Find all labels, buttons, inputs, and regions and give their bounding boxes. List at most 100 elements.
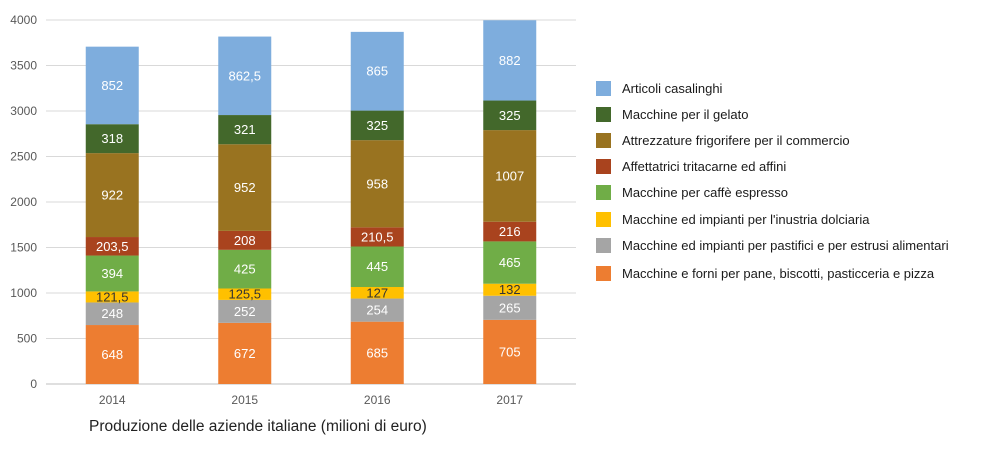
data-label: 465: [499, 255, 521, 270]
data-label: 852: [101, 78, 123, 93]
y-tick-label: 1000: [10, 286, 37, 300]
x-axis: 2014 2015 2016 2017: [99, 393, 524, 407]
bar-segment: [350, 31, 404, 111]
legend-swatch: [596, 212, 611, 227]
data-label: 203,5: [96, 239, 129, 254]
data-label: 208: [234, 233, 256, 248]
legend-item: Macchine per caffè espresso: [596, 185, 788, 200]
legend-label: Articoli casalinghi: [622, 81, 723, 96]
data-label: 394: [101, 266, 123, 281]
data-label: 862,5: [228, 68, 261, 83]
legend-item: Macchine ed impianti per l'inustria dolc…: [596, 212, 870, 227]
bar-segment: [85, 46, 139, 125]
data-label: 325: [499, 108, 521, 123]
y-axis: 0 500 1000 1500 2000 2500 3000 3500 4000: [10, 13, 37, 391]
data-label: 318: [101, 131, 123, 146]
bar-segment: [218, 36, 272, 116]
data-label: 127: [366, 285, 388, 300]
bar-segment: [350, 227, 404, 247]
data-label: 210,5: [361, 229, 394, 244]
y-tick-label: 4000: [10, 13, 37, 27]
bar-segment: [483, 283, 537, 296]
bar-segment: [85, 325, 139, 384]
legend-swatch: [596, 159, 611, 174]
legend-item: Affettatrici tritacarne ed affini: [596, 159, 786, 174]
data-label: 425: [234, 262, 256, 277]
data-label: 125,5: [228, 287, 261, 302]
data-label: 216: [499, 224, 521, 239]
y-tick-label: 3000: [10, 104, 37, 118]
bar-segment: [85, 291, 139, 303]
data-label: 132: [499, 282, 521, 297]
legend-label: Attrezzature frigorifere per il commerci…: [622, 133, 850, 148]
data-label: 325: [366, 118, 388, 133]
x-tick-label: 2017: [496, 393, 523, 407]
bar-segment: [218, 299, 272, 323]
data-label: 882: [499, 53, 521, 68]
legend-label: Macchine per caffè espresso: [622, 185, 788, 200]
bar-segment: [483, 130, 537, 222]
bar-segment: [218, 288, 272, 300]
legend-item: Macchine e forni per pane, biscotti, pas…: [596, 266, 935, 281]
bar-segment: [483, 100, 537, 131]
legend-label: Macchine per il gelato: [622, 107, 748, 122]
bar-segment: [483, 221, 537, 242]
y-tick-label: 0: [30, 377, 37, 391]
bar-segment: [350, 246, 404, 287]
bar-segment: [85, 302, 139, 326]
data-label: 922: [101, 188, 123, 203]
x-tick-label: 2016: [364, 393, 391, 407]
y-tick-label: 2500: [10, 150, 37, 164]
bar-segment: [218, 144, 272, 231]
legend-swatch: [596, 81, 611, 96]
data-label: 672: [234, 346, 256, 361]
data-label: 705: [499, 344, 521, 359]
legend-label: Macchine ed impianti per l'inustria dolc…: [622, 212, 870, 227]
legend-swatch: [596, 185, 611, 200]
bar-segment: [483, 319, 537, 384]
bar-segment: [350, 298, 404, 322]
bars: 648 248 121,5 394 203,5 922 318 852 672 252 125,5 4…: [85, 20, 537, 384]
bar-segment: [218, 249, 272, 289]
data-label: 1007: [495, 168, 524, 183]
bar-segment: [218, 230, 272, 250]
bar-segment: [350, 110, 404, 141]
legend-item: Attrezzature frigorifere per il commerci…: [596, 133, 850, 148]
x-tick-label: 2015: [231, 393, 258, 407]
data-label: 252: [234, 304, 256, 319]
legend-swatch: [596, 266, 611, 281]
data-label: 952: [234, 180, 256, 195]
y-tick-label: 500: [17, 332, 37, 346]
legend-label: Affettatrici tritacarne ed affini: [622, 159, 786, 174]
y-tick-label: 2000: [10, 195, 37, 209]
legend-swatch: [596, 133, 611, 148]
legend-item: Articoli casalinghi: [596, 81, 723, 96]
bar-segment: [350, 321, 404, 384]
x-axis-title: Produzione delle aziende italiane (milio…: [89, 418, 427, 435]
data-label: 865: [366, 64, 388, 79]
data-label: 648: [101, 347, 123, 362]
y-tick-label: 3500: [10, 59, 37, 73]
legend-swatch: [596, 107, 611, 122]
bar-segment: [85, 124, 139, 154]
bar-segment: [350, 286, 404, 299]
legend-label: Macchine ed impianti per pastifici e per…: [622, 238, 949, 253]
legend-label: Macchine e forni per pane, biscotti, pas…: [622, 266, 935, 281]
data-label: 445: [366, 259, 388, 274]
y-tick-label: 1500: [10, 241, 37, 255]
data-label: 265: [499, 300, 521, 315]
data-label: 321: [234, 122, 256, 137]
legend-item: Macchine per il gelato: [596, 107, 748, 122]
legend-item: Macchine ed impianti per pastifici e per…: [596, 238, 949, 253]
data-label: 248: [101, 306, 123, 321]
data-label: 685: [366, 345, 388, 360]
bar-segment: [483, 241, 537, 284]
data-label: 254: [366, 303, 388, 318]
bar-segment: [483, 20, 537, 101]
legend-swatch: [596, 238, 611, 253]
bar-segment: [85, 153, 139, 238]
bar-segment: [350, 140, 404, 228]
bar-segment: [85, 255, 139, 292]
bar-segment: [218, 322, 272, 384]
